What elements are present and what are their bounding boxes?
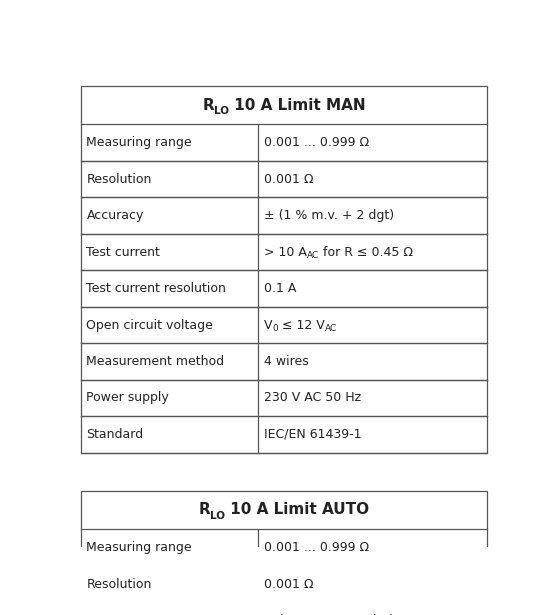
- Bar: [81, 491, 486, 615]
- Text: Standard: Standard: [86, 428, 143, 441]
- Text: 0.001 Ω: 0.001 Ω: [264, 577, 313, 590]
- Text: Accuracy: Accuracy: [86, 614, 144, 615]
- Text: 0.001 ... 0.999 Ω: 0.001 ... 0.999 Ω: [264, 136, 369, 149]
- Text: Test current resolution: Test current resolution: [86, 282, 226, 295]
- Text: ≤ 12 V: ≤ 12 V: [278, 319, 325, 331]
- Text: Measurement method: Measurement method: [86, 355, 224, 368]
- Text: Resolution: Resolution: [86, 577, 152, 590]
- Text: 10 A Limit AUTO: 10 A Limit AUTO: [225, 502, 370, 517]
- Text: Power supply: Power supply: [86, 391, 169, 405]
- Text: ± (1 % m.v. + 2 dgt): ± (1 % m.v. + 2 dgt): [264, 614, 394, 615]
- Text: 4 wires: 4 wires: [264, 355, 309, 368]
- Text: R: R: [202, 98, 214, 113]
- Text: > 10 A: > 10 A: [264, 245, 306, 258]
- Text: for R ≤ 0.45 Ω: for R ≤ 0.45 Ω: [319, 245, 413, 258]
- Text: Accuracy: Accuracy: [86, 209, 144, 222]
- Text: LO: LO: [210, 510, 225, 521]
- Text: LO: LO: [214, 106, 229, 116]
- Text: 0.1 A: 0.1 A: [264, 282, 296, 295]
- Text: 0.001 ... 0.999 Ω: 0.001 ... 0.999 Ω: [264, 541, 369, 554]
- Bar: [81, 85, 486, 453]
- Text: ± (1 % m.v. + 2 dgt): ± (1 % m.v. + 2 dgt): [264, 209, 394, 222]
- Text: Measuring range: Measuring range: [86, 541, 192, 554]
- Text: AC: AC: [325, 324, 337, 333]
- Text: 230 V AC 50 Hz: 230 V AC 50 Hz: [264, 391, 361, 405]
- Text: V: V: [264, 319, 272, 331]
- Text: 10 A Limit MAN: 10 A Limit MAN: [229, 98, 366, 113]
- Text: 0: 0: [272, 324, 278, 333]
- Text: R: R: [198, 502, 210, 517]
- Text: Resolution: Resolution: [86, 173, 152, 186]
- Text: IEC/EN 61439-1: IEC/EN 61439-1: [264, 428, 361, 441]
- Text: 0.001 Ω: 0.001 Ω: [264, 173, 313, 186]
- Text: Open circuit voltage: Open circuit voltage: [86, 319, 213, 331]
- Text: Test current: Test current: [86, 245, 160, 258]
- Text: Measuring range: Measuring range: [86, 136, 192, 149]
- Text: AC: AC: [306, 252, 319, 260]
